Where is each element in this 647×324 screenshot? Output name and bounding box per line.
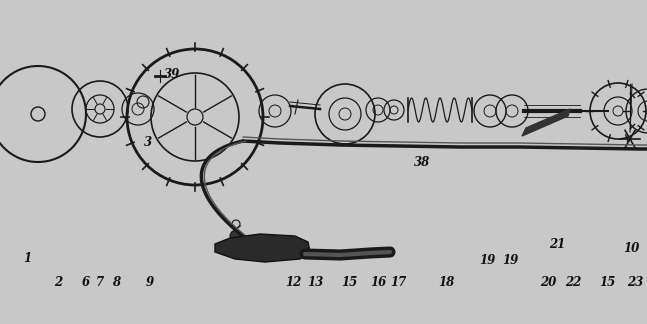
Text: 9: 9	[146, 276, 154, 290]
Text: 13: 13	[307, 276, 323, 290]
Circle shape	[230, 231, 240, 241]
Text: 19: 19	[502, 253, 518, 267]
Text: 1: 1	[23, 251, 31, 264]
Text: 6: 6	[82, 276, 90, 290]
Text: 23: 23	[627, 276, 643, 290]
Text: 39: 39	[164, 68, 180, 82]
Text: 2: 2	[54, 276, 62, 290]
Text: 15: 15	[599, 276, 615, 290]
Text: 15: 15	[341, 276, 357, 290]
Text: 8: 8	[112, 276, 120, 290]
Polygon shape	[522, 109, 570, 136]
Text: 7: 7	[96, 276, 104, 290]
Text: 22: 22	[565, 276, 581, 290]
Polygon shape	[215, 234, 310, 262]
Text: 21: 21	[549, 238, 565, 251]
Text: 20: 20	[540, 276, 556, 290]
Text: 17: 17	[390, 276, 406, 290]
Text: 19: 19	[479, 253, 495, 267]
Text: 3: 3	[144, 136, 152, 149]
Text: 10: 10	[623, 241, 639, 254]
Text: 12: 12	[285, 276, 301, 290]
Text: 16: 16	[370, 276, 386, 290]
Text: 38: 38	[414, 156, 430, 169]
Text: 18: 18	[438, 276, 454, 290]
